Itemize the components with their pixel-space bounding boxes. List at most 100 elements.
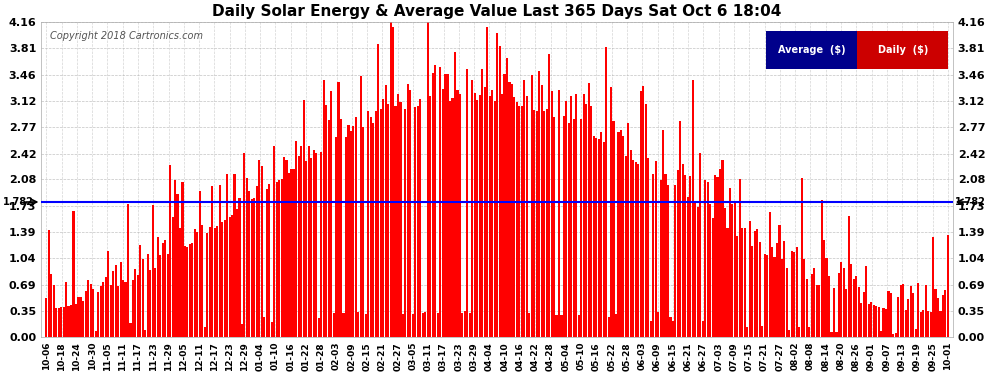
Bar: [778, 225, 780, 337]
Bar: [882, 308, 885, 337]
Bar: [742, 228, 743, 337]
Bar: [885, 309, 887, 337]
Bar: [677, 171, 679, 337]
Bar: [159, 255, 161, 337]
Bar: [595, 138, 597, 337]
Bar: [865, 266, 867, 337]
Bar: [773, 257, 775, 337]
Bar: [580, 119, 582, 337]
Bar: [536, 111, 538, 337]
Bar: [404, 109, 407, 337]
Bar: [412, 314, 414, 337]
Bar: [427, 22, 429, 337]
Bar: [399, 102, 402, 337]
Bar: [575, 94, 577, 337]
Bar: [511, 84, 513, 337]
Bar: [422, 314, 424, 337]
Bar: [384, 85, 387, 337]
Bar: [164, 240, 166, 337]
Bar: [852, 279, 854, 337]
Bar: [221, 222, 223, 337]
Bar: [315, 153, 318, 337]
Bar: [821, 200, 823, 337]
Bar: [578, 315, 580, 337]
Bar: [122, 280, 124, 337]
Bar: [786, 268, 788, 337]
Bar: [806, 279, 808, 337]
Bar: [920, 312, 922, 337]
Bar: [166, 254, 168, 337]
Bar: [214, 228, 216, 337]
Bar: [340, 119, 343, 337]
Bar: [766, 255, 768, 337]
Bar: [625, 156, 627, 337]
Bar: [265, 189, 267, 337]
Bar: [620, 130, 622, 337]
Bar: [724, 208, 726, 337]
Bar: [318, 318, 320, 337]
Bar: [605, 47, 607, 337]
Bar: [902, 284, 905, 337]
Bar: [273, 146, 275, 337]
Bar: [364, 314, 367, 337]
Bar: [798, 327, 800, 337]
Bar: [442, 89, 444, 337]
Bar: [900, 285, 902, 337]
Bar: [156, 237, 158, 337]
Bar: [439, 67, 442, 337]
Bar: [816, 285, 818, 337]
Bar: [479, 94, 481, 337]
Bar: [649, 321, 651, 337]
Bar: [338, 82, 340, 337]
Bar: [501, 94, 503, 337]
Bar: [524, 80, 526, 337]
Bar: [219, 184, 221, 337]
Bar: [382, 99, 384, 337]
Bar: [763, 254, 765, 337]
Bar: [588, 83, 590, 337]
Bar: [466, 69, 468, 337]
Bar: [149, 270, 151, 337]
Bar: [201, 225, 203, 337]
Bar: [944, 290, 946, 337]
Bar: [298, 156, 300, 337]
Bar: [529, 313, 531, 337]
Bar: [855, 276, 857, 337]
Bar: [727, 228, 729, 337]
Bar: [568, 123, 570, 337]
Bar: [714, 176, 716, 337]
Bar: [270, 322, 272, 337]
Bar: [154, 267, 156, 337]
Bar: [783, 241, 785, 337]
Bar: [62, 307, 64, 337]
Bar: [179, 228, 181, 337]
Text: 1.782: 1.782: [955, 197, 986, 207]
Bar: [333, 314, 335, 337]
Bar: [862, 292, 864, 337]
Bar: [583, 94, 585, 337]
Bar: [890, 292, 892, 337]
Bar: [278, 180, 280, 337]
Bar: [419, 99, 422, 337]
Bar: [768, 211, 770, 337]
Bar: [712, 217, 714, 337]
Bar: [697, 207, 699, 337]
Bar: [870, 302, 872, 337]
Bar: [414, 107, 417, 337]
Bar: [174, 180, 176, 337]
Text: Copyright 2018 Cartronics.com: Copyright 2018 Cartronics.com: [50, 31, 203, 41]
Bar: [135, 269, 137, 337]
Bar: [791, 251, 793, 337]
Bar: [196, 231, 198, 337]
Bar: [290, 169, 292, 337]
Bar: [796, 247, 798, 337]
Bar: [630, 150, 632, 337]
Bar: [127, 204, 129, 337]
Bar: [845, 289, 847, 337]
Bar: [461, 313, 463, 337]
Bar: [751, 246, 753, 337]
Bar: [628, 123, 630, 337]
Bar: [922, 310, 925, 337]
Bar: [608, 316, 610, 337]
Bar: [553, 117, 555, 337]
